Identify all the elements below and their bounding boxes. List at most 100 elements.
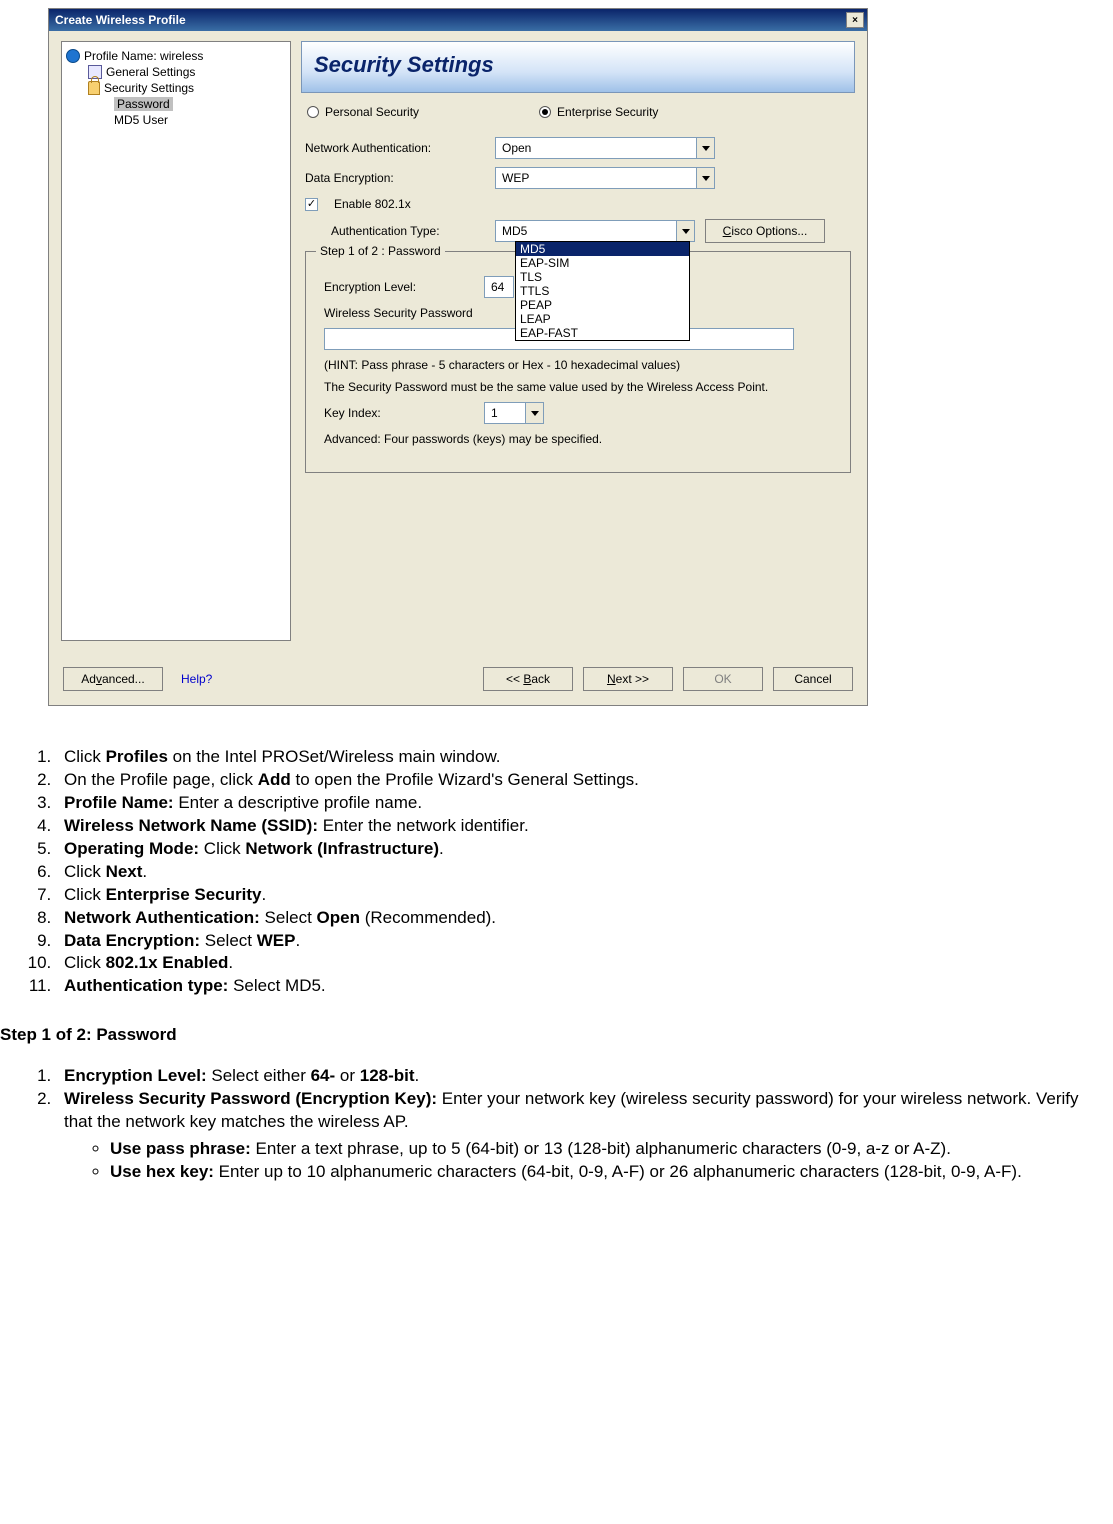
t: Add <box>258 770 291 789</box>
list-item: Operating Mode: Click Network (Infrastru… <box>56 838 1093 861</box>
steps-list: Click Profiles on the Intel PROSet/Wirel… <box>56 746 1093 998</box>
password-steps-list: Encryption Level: Select either 64- or 1… <box>56 1065 1093 1184</box>
t: to open the Profile Wizard's General Set… <box>291 770 639 789</box>
select-dataenc[interactable]: WEP <box>495 167 715 189</box>
t: On the Profile page, click <box>64 770 258 789</box>
authtype-dropdown-list[interactable]: MD5 EAP-SIM TLS TTLS PEAP LEAP EAP-FAST <box>515 241 690 341</box>
create-wireless-profile-dialog: Create Wireless Profile × Profile Name: … <box>48 8 868 706</box>
t: . <box>439 839 444 858</box>
tree-security[interactable]: Security Settings <box>88 80 286 96</box>
globe-icon <box>66 49 80 63</box>
t: Enter the network identifier. <box>318 816 529 835</box>
t: Wireless Network Name (SSID): <box>64 816 318 835</box>
row-must: The Security Password must be the same v… <box>324 380 794 394</box>
help-link[interactable]: Help? <box>181 672 212 686</box>
tree-general-label: General Settings <box>106 65 195 79</box>
t: Enter a descriptive profile name. <box>174 793 423 812</box>
radio-icon <box>307 106 319 118</box>
tree-md5user-label: MD5 User <box>114 113 168 127</box>
t: Enterprise Security <box>106 885 262 904</box>
t: Network (Infrastructure) <box>245 839 439 858</box>
t: Enter a text phrase, up to 5 (64-bit) or… <box>251 1139 951 1158</box>
tree-root-label: Profile Name: wireless <box>84 49 203 63</box>
t: . <box>142 862 147 881</box>
next-button[interactable]: Next >> <box>583 667 673 691</box>
tree-root[interactable]: Profile Name: wireless <box>66 48 286 64</box>
t: Network Authentication: <box>64 908 260 927</box>
dropdown-item[interactable]: LEAP <box>516 312 689 326</box>
dropdown-item[interactable]: EAP-FAST <box>516 326 689 340</box>
security-mode-radios: Personal Security Enterprise Security <box>307 105 855 119</box>
tree-password-label: Password <box>114 97 173 111</box>
t: Select MD5. <box>228 976 325 995</box>
t: on the Intel PROSet/Wireless main window… <box>168 747 501 766</box>
list-item: Data Encryption: Select WEP. <box>56 930 1093 953</box>
tree-password[interactable]: Password <box>114 96 286 112</box>
tree-security-label: Security Settings <box>104 81 194 95</box>
select-enclevel[interactable]: 64 <box>484 276 514 298</box>
dropdown-item[interactable]: MD5 <box>516 242 689 256</box>
t: (Recommended). <box>360 908 496 927</box>
list-item: Authentication type: Select MD5. <box>56 975 1093 998</box>
t: Click <box>64 885 106 904</box>
panel-banner: Security Settings <box>301 41 855 93</box>
tree-general[interactable]: General Settings <box>88 64 286 80</box>
select-keyindex[interactable]: 1 <box>484 402 544 424</box>
list-item: On the Profile page, click Add to open t… <box>56 769 1093 792</box>
t: Enter up to 10 alphanumeric characters (… <box>214 1162 1022 1181</box>
dropdown-item[interactable]: EAP-SIM <box>516 256 689 270</box>
checkbox-8021x[interactable] <box>305 198 318 211</box>
list-item: Click Enterprise Security. <box>56 884 1093 907</box>
t: Select <box>200 931 257 950</box>
t: Click <box>199 839 245 858</box>
row-advancedline: Advanced: Four passwords (keys) may be s… <box>324 432 836 446</box>
label-authtype: Authentication Type: <box>331 224 485 238</box>
ok-button[interactable]: OK <box>683 667 763 691</box>
select-authtype[interactable]: MD5 <box>495 220 695 242</box>
row-hint: (HINT: Pass phrase - 5 characters or Hex… <box>324 358 836 372</box>
list-item: Encryption Level: Select either 64- or 1… <box>56 1065 1093 1088</box>
list-item: Profile Name: Enter a descriptive profil… <box>56 792 1093 815</box>
close-button[interactable]: × <box>846 12 864 28</box>
t: Data Encryption: <box>64 931 200 950</box>
select-authtype-value: MD5 <box>502 224 527 238</box>
advancedline-text: Advanced: Four passwords (keys) may be s… <box>324 432 602 446</box>
nav-tree: Profile Name: wireless General Settings … <box>61 41 291 641</box>
select-netauth[interactable]: Open <box>495 137 715 159</box>
dropdown-item[interactable]: PEAP <box>516 298 689 312</box>
radio-icon <box>539 106 551 118</box>
row-authtype: Authentication Type: MD5 Cisco Options..… <box>331 219 855 243</box>
t: Click <box>64 953 106 972</box>
hint-text: (HINT: Pass phrase - 5 characters or Hex… <box>324 358 680 372</box>
t: Select either <box>207 1066 311 1085</box>
section-heading: Step 1 of 2: Password <box>0 1024 1093 1047</box>
radio-personal[interactable]: Personal Security <box>307 105 419 119</box>
radio-enterprise[interactable]: Enterprise Security <box>539 105 658 119</box>
bottom-left: Advanced... Help? <box>63 667 212 691</box>
t: Use hex key: <box>110 1162 214 1181</box>
lock-icon <box>88 81 100 95</box>
advanced-button[interactable]: Advanced... <box>63 667 163 691</box>
instructions-doc: Click Profiles on the Intel PROSet/Wirel… <box>0 746 1113 1218</box>
back-button[interactable]: << Back <box>483 667 573 691</box>
dropdown-item[interactable]: TTLS <box>516 284 689 298</box>
label-wsp: Wireless Security Password <box>324 306 473 320</box>
dropdown-item[interactable]: TLS <box>516 270 689 284</box>
list-item: Click 802.1x Enabled. <box>56 952 1093 975</box>
row-dataenc: Data Encryption: WEP <box>305 167 855 189</box>
t: Profile Name: <box>64 793 174 812</box>
cancel-button[interactable]: Cancel <box>773 667 853 691</box>
t: . <box>295 931 300 950</box>
t: or <box>335 1066 360 1085</box>
t: . <box>261 885 266 904</box>
advanced-button-label: Advanced... <box>81 672 144 686</box>
dialog-title: Create Wireless Profile <box>55 13 186 27</box>
list-item: Click Next. <box>56 861 1093 884</box>
label-dataenc: Data Encryption: <box>305 171 485 185</box>
label-keyindex: Key Index: <box>324 406 474 420</box>
t: Select <box>260 908 317 927</box>
label-enable8021x: Enable 802.1x <box>334 197 411 211</box>
cisco-options-button[interactable]: Cisco Options... <box>705 219 825 243</box>
tree-md5user[interactable]: MD5 User <box>114 112 286 128</box>
row-netauth: Network Authentication: Open <box>305 137 855 159</box>
